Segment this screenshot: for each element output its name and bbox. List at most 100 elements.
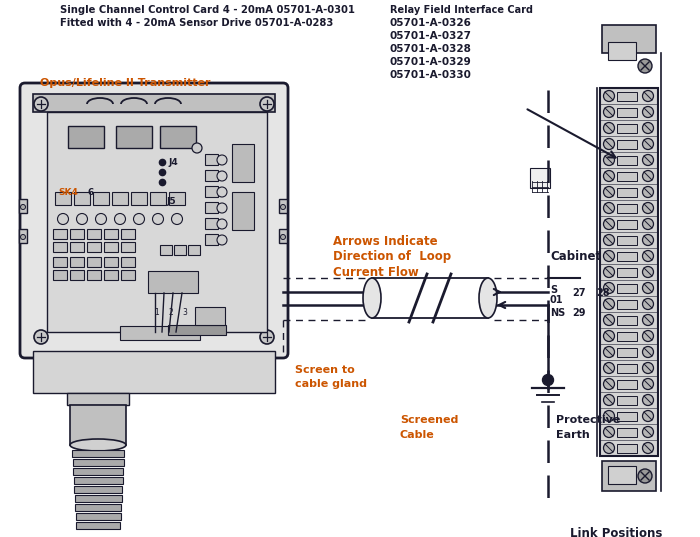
Bar bbox=[608, 466, 636, 484]
Circle shape bbox=[542, 374, 554, 386]
Bar bbox=[74, 192, 90, 205]
Bar bbox=[617, 316, 637, 325]
Bar bbox=[617, 348, 637, 357]
Circle shape bbox=[643, 155, 654, 165]
Text: NS: NS bbox=[550, 308, 566, 318]
Bar bbox=[205, 202, 218, 213]
Circle shape bbox=[643, 395, 654, 405]
Bar bbox=[53, 229, 67, 239]
Circle shape bbox=[643, 219, 654, 229]
Circle shape bbox=[603, 91, 615, 101]
Circle shape bbox=[603, 426, 615, 438]
Circle shape bbox=[643, 282, 654, 294]
Text: 01: 01 bbox=[550, 295, 564, 305]
Text: SK4: SK4 bbox=[58, 188, 78, 197]
Circle shape bbox=[643, 379, 654, 389]
Bar bbox=[188, 245, 200, 255]
Bar bbox=[53, 257, 67, 267]
Bar bbox=[104, 270, 118, 280]
Circle shape bbox=[603, 139, 615, 149]
Text: Protective: Protective bbox=[556, 415, 620, 425]
Text: 2: 2 bbox=[169, 308, 174, 317]
Bar bbox=[617, 156, 637, 165]
Bar bbox=[617, 252, 637, 261]
Bar bbox=[617, 92, 637, 101]
Bar bbox=[93, 192, 109, 205]
Bar bbox=[121, 270, 135, 280]
Circle shape bbox=[643, 202, 654, 214]
Bar bbox=[73, 468, 123, 475]
Bar bbox=[617, 364, 637, 373]
Circle shape bbox=[153, 214, 164, 224]
Bar bbox=[33, 94, 275, 112]
Text: S: S bbox=[550, 285, 557, 295]
Text: Earth: Earth bbox=[556, 430, 589, 440]
Circle shape bbox=[603, 202, 615, 214]
Bar bbox=[617, 380, 637, 389]
Bar bbox=[53, 242, 67, 252]
Text: Link Positions: Link Positions bbox=[570, 527, 662, 537]
Text: 27: 27 bbox=[572, 288, 585, 298]
Text: 3: 3 bbox=[183, 308, 188, 317]
Bar bbox=[169, 192, 185, 205]
Circle shape bbox=[643, 139, 654, 149]
Circle shape bbox=[603, 282, 615, 294]
Text: 05701-A-0327: 05701-A-0327 bbox=[390, 31, 472, 41]
Circle shape bbox=[217, 171, 227, 181]
Text: 28: 28 bbox=[596, 288, 610, 298]
Bar bbox=[120, 326, 200, 340]
Text: 05701-A-0328: 05701-A-0328 bbox=[390, 44, 472, 54]
Text: Cable: Cable bbox=[400, 430, 435, 440]
Circle shape bbox=[643, 330, 654, 342]
Bar bbox=[70, 229, 84, 239]
Circle shape bbox=[603, 219, 615, 229]
Bar bbox=[617, 108, 637, 117]
Circle shape bbox=[95, 214, 106, 224]
Bar bbox=[617, 284, 637, 293]
Circle shape bbox=[603, 235, 615, 245]
Text: J5: J5 bbox=[166, 197, 176, 206]
Text: Screen to: Screen to bbox=[295, 365, 355, 375]
Circle shape bbox=[638, 469, 652, 483]
Bar bbox=[617, 140, 637, 149]
Bar bbox=[617, 412, 637, 421]
Ellipse shape bbox=[70, 439, 126, 451]
Text: Screened: Screened bbox=[400, 415, 459, 425]
Text: Current Flow: Current Flow bbox=[333, 266, 419, 279]
Text: 1: 1 bbox=[155, 308, 160, 317]
Circle shape bbox=[643, 442, 654, 454]
Circle shape bbox=[34, 97, 48, 111]
Circle shape bbox=[260, 330, 274, 344]
Circle shape bbox=[603, 171, 615, 182]
Circle shape bbox=[643, 362, 654, 374]
Bar bbox=[19, 199, 27, 213]
Bar bbox=[279, 229, 287, 243]
Circle shape bbox=[20, 205, 25, 209]
Bar bbox=[75, 504, 121, 511]
Bar bbox=[72, 450, 124, 457]
Bar bbox=[87, 242, 101, 252]
Bar bbox=[160, 126, 196, 148]
Bar bbox=[76, 513, 120, 520]
Circle shape bbox=[643, 186, 654, 198]
Circle shape bbox=[217, 155, 227, 165]
Circle shape bbox=[603, 362, 615, 374]
Circle shape bbox=[217, 203, 227, 213]
Bar bbox=[279, 199, 287, 213]
Circle shape bbox=[76, 214, 88, 224]
Circle shape bbox=[603, 266, 615, 278]
Circle shape bbox=[603, 379, 615, 389]
Bar bbox=[174, 245, 186, 255]
Circle shape bbox=[192, 143, 202, 153]
Circle shape bbox=[603, 250, 615, 262]
Bar bbox=[68, 126, 104, 148]
Circle shape bbox=[20, 235, 25, 240]
Text: 29: 29 bbox=[572, 308, 585, 318]
Bar bbox=[74, 477, 122, 484]
Circle shape bbox=[281, 205, 286, 209]
Circle shape bbox=[603, 106, 615, 118]
Circle shape bbox=[643, 410, 654, 422]
Circle shape bbox=[643, 426, 654, 438]
Bar bbox=[617, 444, 637, 453]
Circle shape bbox=[115, 214, 125, 224]
